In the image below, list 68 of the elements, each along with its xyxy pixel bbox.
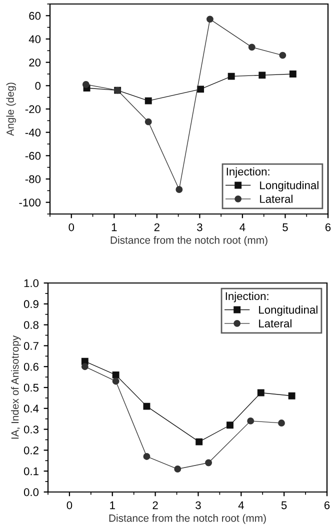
y-tick-label: 20 bbox=[29, 58, 41, 66]
point bbox=[144, 97, 152, 104]
y-tick-label: -80 bbox=[25, 175, 41, 184]
point bbox=[289, 70, 296, 78]
point bbox=[112, 378, 120, 385]
y-tick-label: -40 bbox=[25, 128, 41, 136]
x-tick-label: 6 bbox=[324, 501, 330, 510]
y-tick-label: 0.9 bbox=[24, 300, 38, 308]
y-tick-label: 0.5 bbox=[24, 384, 39, 392]
y-tick-label: 0 bbox=[35, 82, 41, 90]
point bbox=[82, 81, 90, 88]
legend-title: Injection: bbox=[226, 292, 268, 302]
point bbox=[248, 44, 256, 51]
y-tick-label: 1.0 bbox=[24, 279, 39, 288]
point bbox=[176, 186, 183, 193]
point bbox=[143, 452, 150, 460]
legend-label: Lateral bbox=[259, 319, 292, 328]
x-tick-label: 4 bbox=[240, 223, 246, 232]
x-tick-label: 1 bbox=[112, 223, 117, 232]
x-tick-label: 2 bbox=[152, 501, 158, 510]
x-tick-label: 1 bbox=[110, 501, 115, 510]
y-tick-label: 0.1 bbox=[24, 467, 38, 476]
y-tick-label: -60 bbox=[25, 152, 41, 160]
x-tick-label: 0 bbox=[68, 223, 74, 232]
y-tick-label: 0.0 bbox=[24, 488, 39, 496]
point bbox=[205, 459, 212, 466]
y-tick-label: 0.4 bbox=[24, 404, 39, 413]
point bbox=[197, 86, 204, 93]
y-tick-label: -100 bbox=[19, 198, 41, 206]
x-tick-label: 5 bbox=[282, 223, 288, 232]
y-tick-label: 0.3 bbox=[24, 426, 38, 434]
y-tick-label: 40 bbox=[28, 35, 41, 44]
point bbox=[247, 417, 254, 424]
x-tick-label: 3 bbox=[197, 223, 202, 232]
point bbox=[257, 389, 264, 396]
point bbox=[278, 420, 285, 427]
x-tick-label: 2 bbox=[154, 223, 160, 232]
point bbox=[228, 72, 235, 80]
y-tick-label: 0.7 bbox=[24, 342, 38, 350]
point bbox=[174, 466, 182, 472]
point bbox=[196, 438, 203, 446]
y-axis-title: Angle (deg) bbox=[6, 82, 16, 136]
y-tick-label: 60 bbox=[29, 12, 41, 20]
y-tick-label: 0.2 bbox=[24, 446, 38, 454]
legend-title: Injection: bbox=[226, 167, 270, 178]
point bbox=[112, 371, 120, 378]
x-tick-label: 6 bbox=[325, 223, 331, 232]
y-tick-label: 0.8 bbox=[24, 321, 38, 329]
legend-label: Longitudinal bbox=[259, 306, 318, 316]
point bbox=[258, 72, 266, 79]
legend-label: Lateral bbox=[260, 194, 292, 203]
x-tick-label: 4 bbox=[238, 501, 244, 510]
point bbox=[279, 52, 286, 59]
point bbox=[143, 402, 150, 410]
point bbox=[81, 363, 88, 370]
x-axis-title: Distance from the notch root (mm) bbox=[109, 514, 266, 524]
x-tick-label: 0 bbox=[66, 501, 72, 510]
y-axis-title: IA, Index of Anisotropy bbox=[11, 335, 21, 439]
y-tick-label: 0.6 bbox=[24, 362, 38, 371]
point bbox=[144, 118, 152, 126]
x-axis-title: Distance from the notch root (mm) bbox=[110, 236, 268, 246]
x-tick-label: 5 bbox=[281, 501, 287, 510]
point bbox=[206, 16, 214, 23]
point bbox=[288, 392, 296, 400]
y-tick-label: -20 bbox=[25, 105, 41, 114]
point bbox=[226, 422, 234, 429]
legend-label: Longitudinal bbox=[260, 181, 318, 192]
x-tick-label: 3 bbox=[196, 501, 201, 510]
